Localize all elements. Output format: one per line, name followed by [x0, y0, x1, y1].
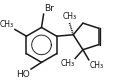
Text: CH₃: CH₃ — [0, 20, 14, 29]
Text: HO: HO — [17, 70, 30, 79]
Text: Br: Br — [44, 4, 54, 13]
Text: CH₃: CH₃ — [60, 59, 75, 68]
Text: CH₃: CH₃ — [62, 12, 76, 21]
Text: CH₃: CH₃ — [90, 61, 104, 70]
